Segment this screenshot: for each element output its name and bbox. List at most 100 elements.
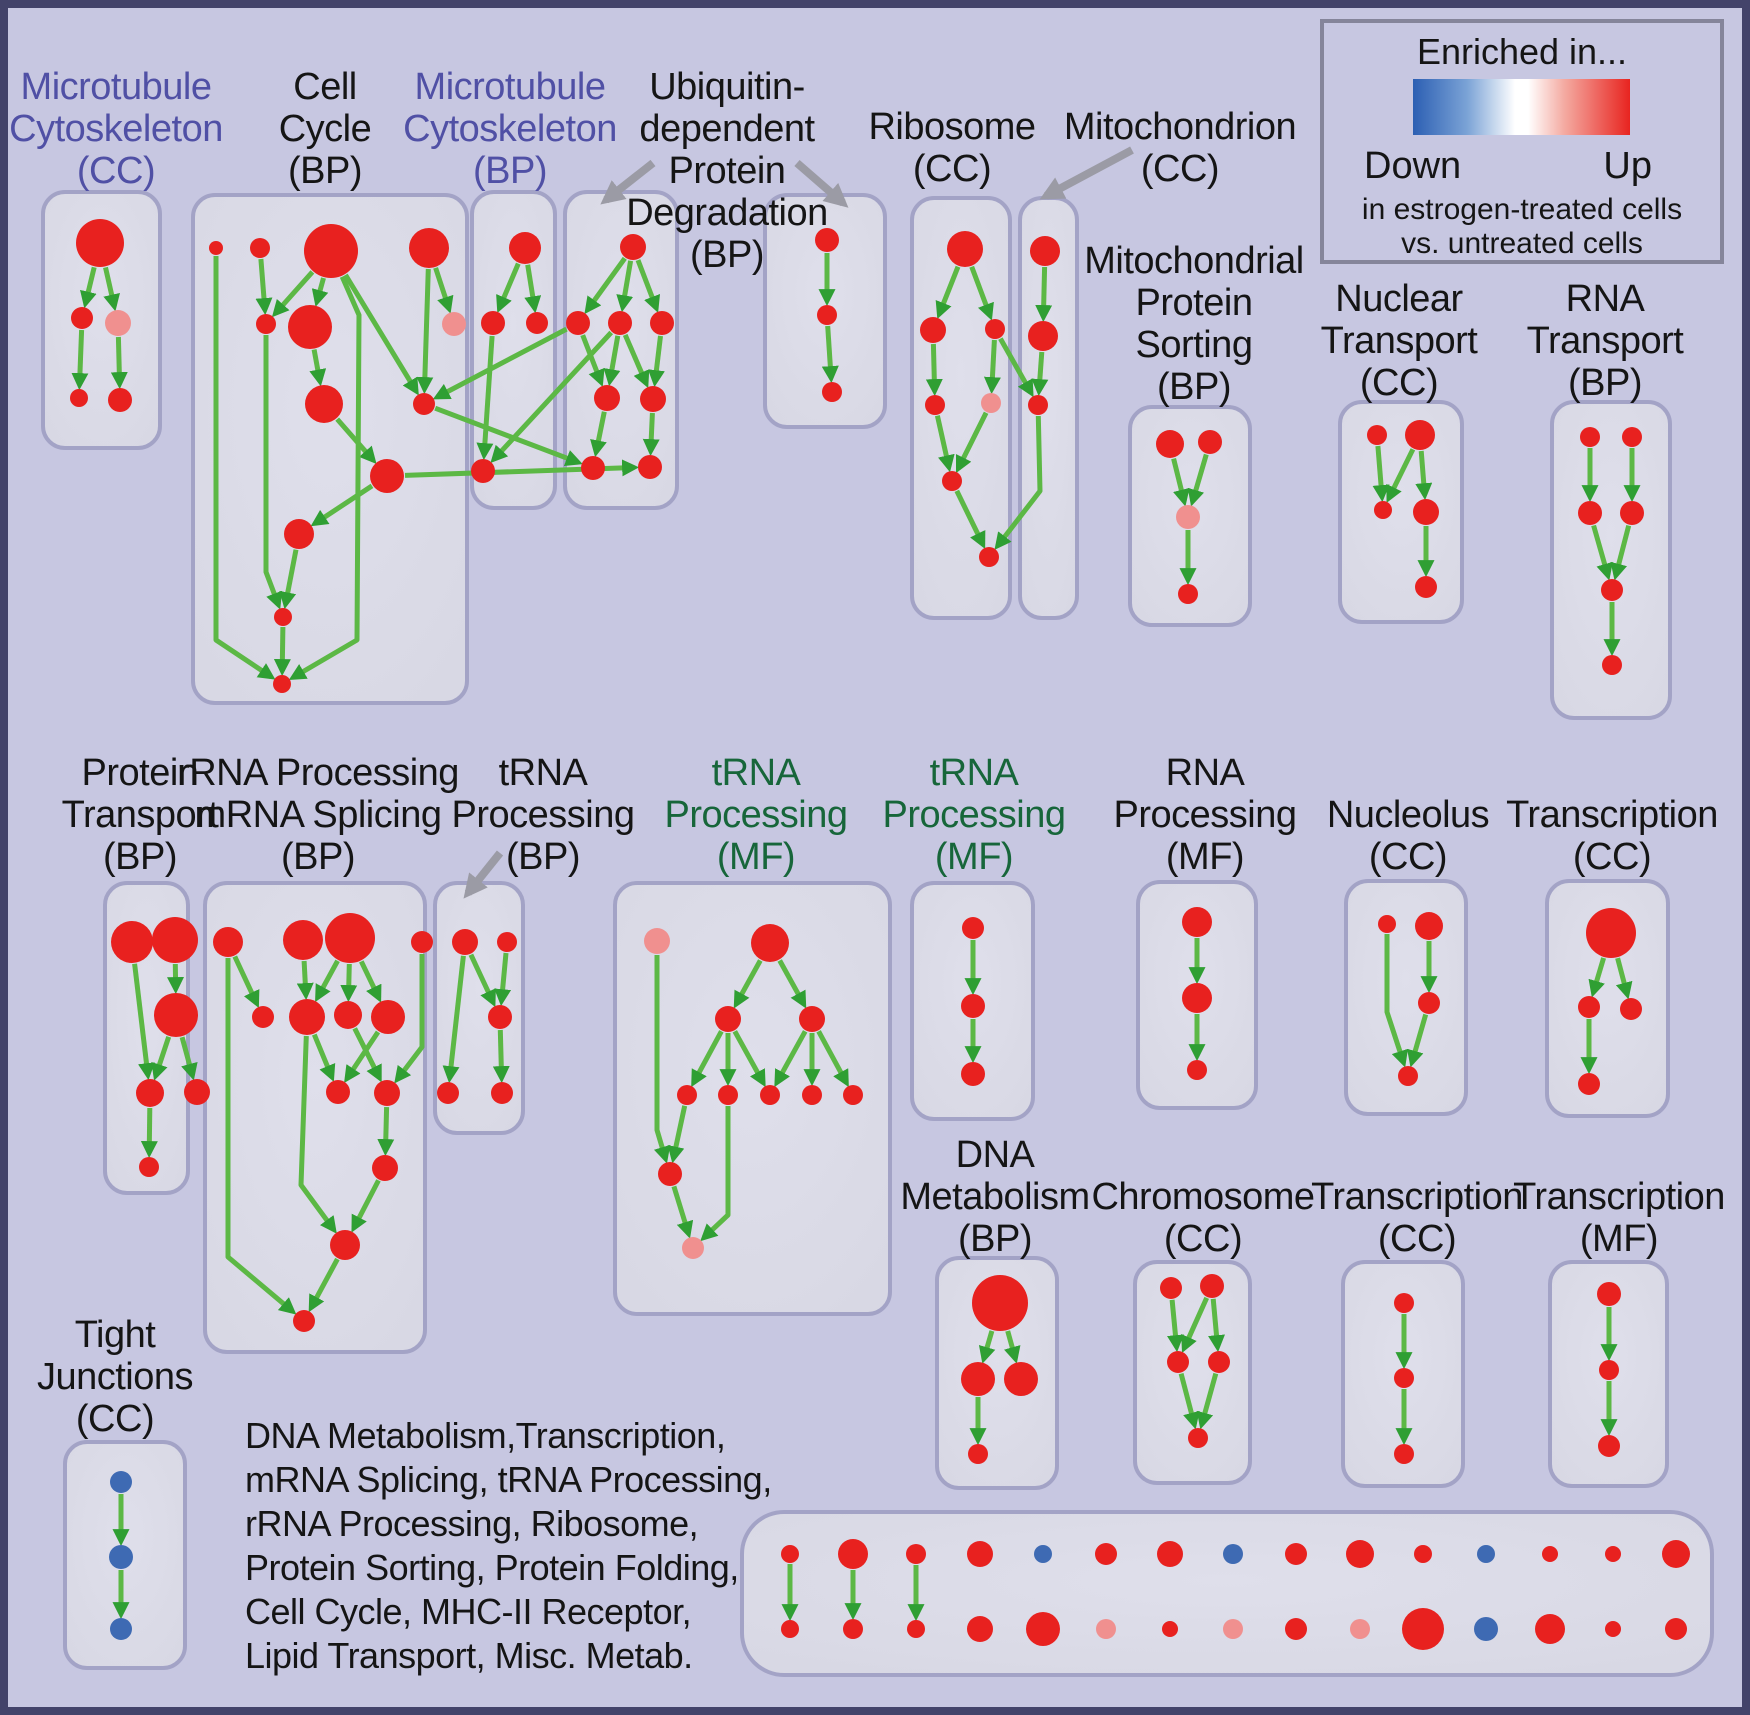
go-term-node-red xyxy=(979,547,999,567)
go-term-node-red xyxy=(1662,1540,1690,1568)
relation-edge xyxy=(80,266,97,309)
relation-edge xyxy=(132,963,155,1081)
go-term-node-red xyxy=(413,393,435,415)
go-term-node-red xyxy=(638,455,662,479)
relation-edge xyxy=(642,412,660,457)
cluster-box-dna-metabolism-bp xyxy=(935,1256,1059,1490)
go-term-node-red xyxy=(374,1080,400,1106)
relation-edge xyxy=(359,960,382,1003)
relation-edge xyxy=(732,1030,766,1088)
go-term-node-red xyxy=(608,311,632,335)
go-term-node-red xyxy=(1095,1543,1117,1565)
relation-edge xyxy=(635,259,661,313)
cluster-box-chromosome-cc xyxy=(1133,1260,1252,1485)
relation-edge xyxy=(954,489,986,549)
go-term-node-red xyxy=(1167,1351,1189,1373)
relation-edge xyxy=(1181,1296,1209,1353)
go-term-node-pink xyxy=(1350,1619,1370,1639)
go-term-node-red xyxy=(961,1062,985,1086)
go-term-node-red xyxy=(1415,912,1443,940)
go-term-node-red xyxy=(967,1616,993,1642)
relation-edge xyxy=(998,337,1034,398)
go-term-node-red xyxy=(411,931,433,953)
go-term-node-red xyxy=(491,1082,513,1104)
relation-edge xyxy=(978,1330,996,1364)
go-term-node-red xyxy=(1599,1360,1619,1380)
go-term-node-red xyxy=(509,232,541,264)
relation-edge xyxy=(308,1257,340,1313)
go-term-node-red xyxy=(1004,1362,1038,1396)
relation-edge xyxy=(733,959,763,1009)
label-pointer-arrow xyxy=(794,159,849,208)
relation-edge xyxy=(225,958,297,1315)
relation-edge xyxy=(647,335,665,388)
go-term-node-red xyxy=(284,519,314,549)
legend-up-label: Up xyxy=(1603,145,1652,187)
go-term-node-red xyxy=(1620,501,1644,525)
relation-edge xyxy=(622,333,650,389)
go-term-node-red xyxy=(838,1539,868,1569)
go-term-node-red xyxy=(817,305,837,325)
go-term-node-red xyxy=(1665,1618,1687,1640)
go-term-node-red xyxy=(273,675,291,693)
go-term-node-red xyxy=(1188,1428,1208,1448)
go-term-node-red xyxy=(1405,420,1435,450)
go-term-node-red xyxy=(581,456,605,480)
relation-edge xyxy=(1171,458,1190,507)
go-term-node-blue xyxy=(1477,1545,1495,1563)
go-term-node-red xyxy=(304,224,358,278)
go-term-node-red xyxy=(1026,1612,1060,1646)
relation-edge xyxy=(344,1030,381,1083)
go-term-node-red xyxy=(961,1362,995,1396)
legend-title: Enriched in... xyxy=(1416,31,1628,72)
go-term-node-red xyxy=(326,1080,350,1104)
relation-edge xyxy=(925,343,943,397)
relation-edge xyxy=(969,265,994,321)
relation-edge xyxy=(653,955,671,1164)
go-term-node-red xyxy=(111,921,153,963)
relation-edge xyxy=(603,335,621,387)
go-term-node-blue xyxy=(1034,1545,1052,1563)
relation-edge xyxy=(343,273,419,396)
relation-edge xyxy=(433,267,454,314)
relation-edge xyxy=(1167,1299,1184,1353)
relation-edge xyxy=(1407,1013,1429,1068)
relation-edge xyxy=(584,256,627,315)
relation-edge xyxy=(71,329,89,391)
go-term-node-red xyxy=(330,1230,360,1260)
relation-edge xyxy=(1615,957,1633,1000)
relation-edge xyxy=(1588,957,1606,998)
relation-edge xyxy=(1384,934,1408,1068)
relation-edge xyxy=(298,1035,337,1234)
cluster-box-transcription-cc-a xyxy=(1545,879,1670,1118)
relation-edge xyxy=(1004,1330,1021,1364)
go-term-node-red xyxy=(620,234,646,260)
color-legend: Enriched in... Down Up in estrogen-treat… xyxy=(1320,19,1724,264)
relation-edge xyxy=(468,953,496,1008)
relation-edge xyxy=(1610,524,1632,581)
relation-edge xyxy=(442,955,466,1084)
relation-edge xyxy=(1591,524,1613,581)
relation-edge xyxy=(340,963,358,1003)
relation-edge xyxy=(273,626,291,677)
go-term-node-red xyxy=(293,1310,315,1332)
legend-down-label: Down xyxy=(1364,145,1462,187)
go-term-node-red xyxy=(1030,236,1060,266)
go-term-node-red xyxy=(184,1079,210,1105)
relation-edge xyxy=(935,265,961,319)
relation-edge xyxy=(777,959,807,1009)
go-term-node-red xyxy=(843,1619,863,1639)
go-term-node-red xyxy=(334,1001,362,1029)
legend-gradient-bar xyxy=(1413,79,1630,135)
relation-edge xyxy=(691,1030,724,1088)
go-term-node-red xyxy=(370,459,404,493)
go-term-node-red xyxy=(1601,579,1623,601)
go-term-node-red xyxy=(677,1085,697,1105)
go-term-node-red xyxy=(967,1541,993,1567)
relation-edge xyxy=(934,415,955,473)
go-term-node-red xyxy=(1578,501,1602,525)
go-term-node-red xyxy=(1285,1618,1307,1640)
relation-edge xyxy=(492,1029,510,1084)
go-term-node-red xyxy=(488,1005,512,1029)
